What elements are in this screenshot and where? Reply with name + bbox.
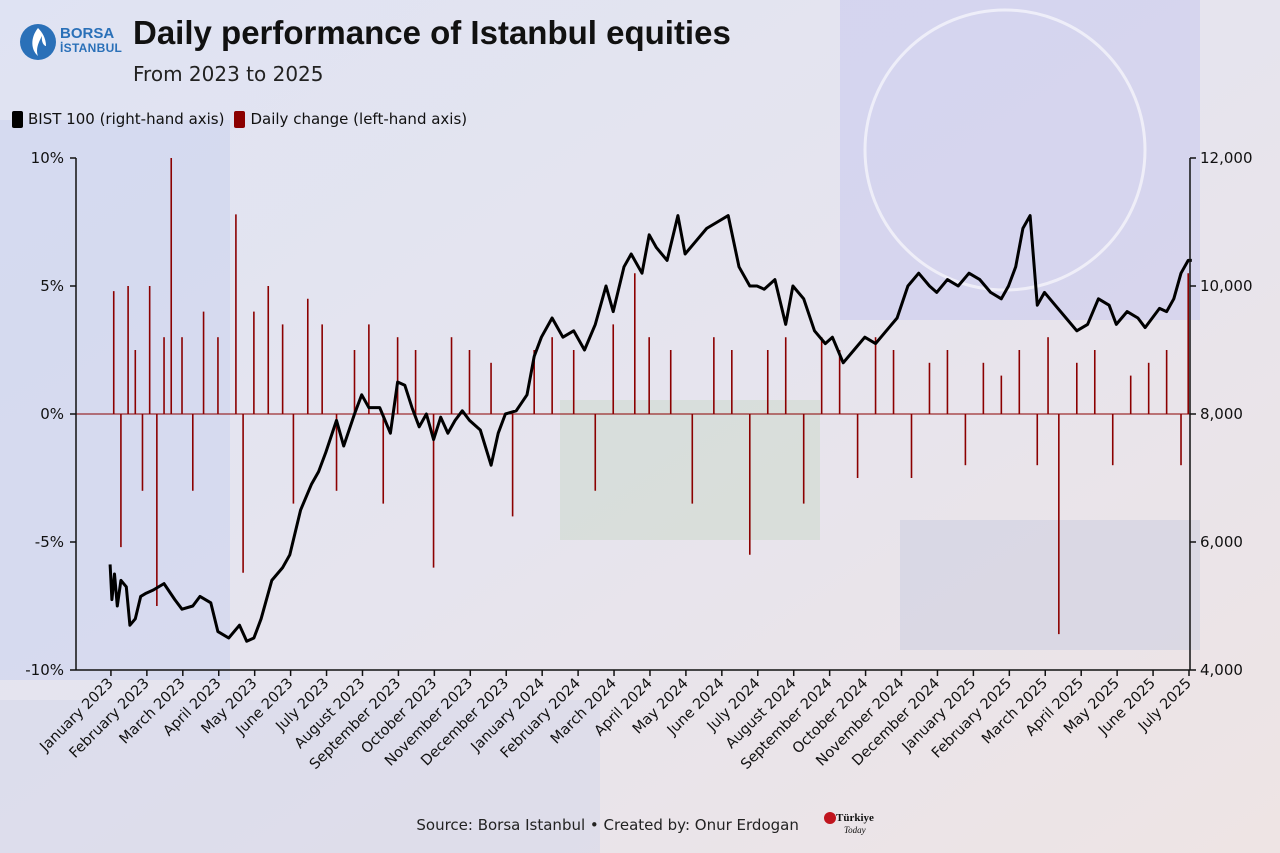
borsa-logo-icon — [20, 24, 56, 60]
brand-line2: Today — [844, 825, 866, 835]
left-axis-ticks: 10% 5% 0% -5% -10% — [25, 149, 76, 679]
turkiye-today-logo: Türkiye Today — [822, 808, 878, 838]
logo-line1: BORSA — [60, 25, 115, 42]
left-tick-label: 10% — [31, 149, 64, 167]
bist100-line-layer — [108, 214, 1192, 643]
legend: BIST 100 (right-hand axis) Daily change … — [12, 110, 477, 128]
legend-label-bist100: BIST 100 (right-hand axis) — [28, 110, 225, 128]
left-tick-label: -10% — [25, 661, 64, 679]
right-tick-label: 6,000 — [1200, 533, 1243, 551]
legend-item-daily-change: Daily change (left-hand axis) — [234, 110, 467, 128]
logo-line2: İSTANBUL — [60, 41, 123, 55]
left-tick-label: 5% — [40, 277, 64, 295]
source-text: Source: Borsa Istanbul • Created by: Onu… — [416, 816, 799, 834]
bist100-line — [108, 214, 1192, 643]
legend-swatch-daily-change — [234, 110, 246, 128]
right-tick-label: 4,000 — [1200, 661, 1243, 679]
legend-swatch-bist100 — [12, 110, 23, 128]
right-tick-label: 10,000 — [1200, 277, 1253, 295]
source-line: Source: Borsa Istanbul • Created by: Onu… — [0, 816, 1280, 834]
right-tick-label: 12,000 — [1200, 149, 1253, 167]
page-subtitle: From 2023 to 2025 — [133, 62, 324, 86]
left-tick-label: -5% — [35, 533, 64, 551]
right-tick-label: 8,000 — [1200, 405, 1243, 423]
right-axis-ticks: 12,000 10,000 8,000 6,000 4,000 — [1190, 149, 1253, 679]
daily-change-bars — [112, 158, 1190, 635]
borsa-istanbul-logo: BORSA İSTANBUL — [18, 22, 128, 62]
turkiye-today-icon: Türkiye Today — [824, 812, 874, 835]
left-tick-label: 0% — [40, 405, 64, 423]
legend-label-daily-change: Daily change (left-hand axis) — [250, 110, 468, 128]
brand-line1: Türkiye — [836, 812, 874, 824]
page-title: Daily performance of Istanbul equities — [133, 14, 731, 51]
legend-item-bist100: BIST 100 (right-hand axis) — [12, 110, 224, 128]
